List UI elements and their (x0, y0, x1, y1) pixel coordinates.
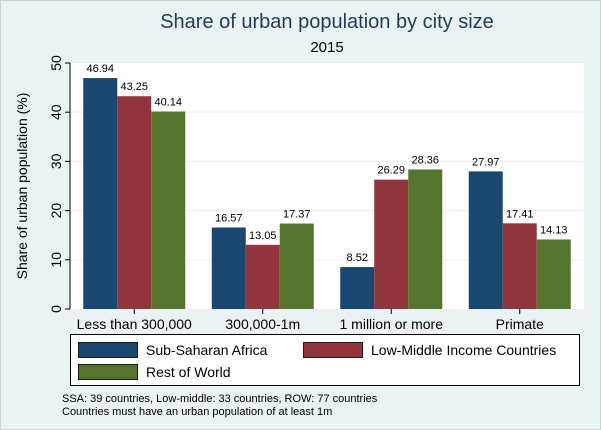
bar (83, 78, 118, 309)
bar-value-label: 46.94 (86, 63, 114, 75)
bar-value-label: 17.41 (506, 208, 534, 220)
bar-value-label: 43.25 (120, 81, 148, 93)
note-sample: SSA: 39 countries, Low-middle: 33 countr… (62, 393, 378, 405)
y-tick-label: 0 (48, 305, 64, 313)
bar-value-label: 16.57 (215, 212, 243, 224)
legend-label-lmic: Low-Middle Income Countries (371, 342, 557, 358)
legend-label-row: Rest of World (146, 364, 231, 380)
x-ticks: Less than 300,000 300,000-1m 1 million or … (77, 309, 544, 332)
bar (408, 169, 443, 309)
bar-value-label: 40.14 (154, 97, 182, 109)
bar-value-label: 26.29 (377, 165, 405, 177)
x-tick-label: Primate (496, 316, 544, 332)
legend-item-lmic: Low-Middle Income Countries (303, 342, 556, 358)
x-tick-label: Less than 300,000 (77, 316, 192, 332)
legend-swatch-lmic (303, 342, 363, 358)
bar (374, 179, 409, 309)
legend: Sub-Saharan Africa Low-Middle Income Cou… (70, 334, 580, 386)
note-criteria: Countries must have an urban population … (62, 406, 333, 418)
y-tick-label: 40 (48, 104, 64, 120)
x-tick-label: 300,000-1m (225, 316, 300, 332)
bar (151, 111, 186, 309)
bars (83, 78, 571, 310)
bar-value-label: 8.52 (347, 252, 368, 264)
legend-swatch-row (78, 364, 138, 380)
chart-title: Share of urban population by city size (160, 11, 494, 33)
bar (340, 267, 375, 309)
bar-value-label: 17.37 (283, 209, 311, 221)
bar (502, 223, 537, 309)
legend-item-row: Rest of World (78, 364, 231, 380)
legend-label-ssa: Sub-Saharan Africa (146, 342, 268, 358)
y-tick-label: 30 (48, 153, 64, 169)
bar (245, 244, 280, 309)
bar-labels: 46.94 43.25 40.14 16.57 13.05 17.37 8.52 26.29 2… (86, 63, 567, 264)
chart-subtitle: 2015 (310, 39, 343, 56)
bar (279, 223, 314, 309)
y-tick-label: 10 (48, 252, 64, 268)
y-tick-label: 20 (48, 203, 64, 219)
y-ticks: 0 10 20 30 40 50 (48, 55, 70, 313)
bar-value-label: 13.05 (249, 230, 277, 242)
bar-value-label: 14.13 (540, 224, 568, 236)
bar (468, 171, 503, 309)
legend-swatch-ssa (78, 342, 138, 358)
bar-value-label: 28.36 (411, 154, 439, 166)
legend-item-ssa: Sub-Saharan Africa (78, 342, 267, 358)
bar (117, 96, 152, 310)
y-tick-label: 50 (48, 55, 64, 71)
y-axis-label: Share of urban population (%) (14, 93, 30, 280)
x-tick-label: 1 million or more (340, 316, 444, 332)
bar (211, 227, 246, 309)
bar (536, 239, 571, 309)
bar-value-label: 27.97 (472, 156, 500, 168)
